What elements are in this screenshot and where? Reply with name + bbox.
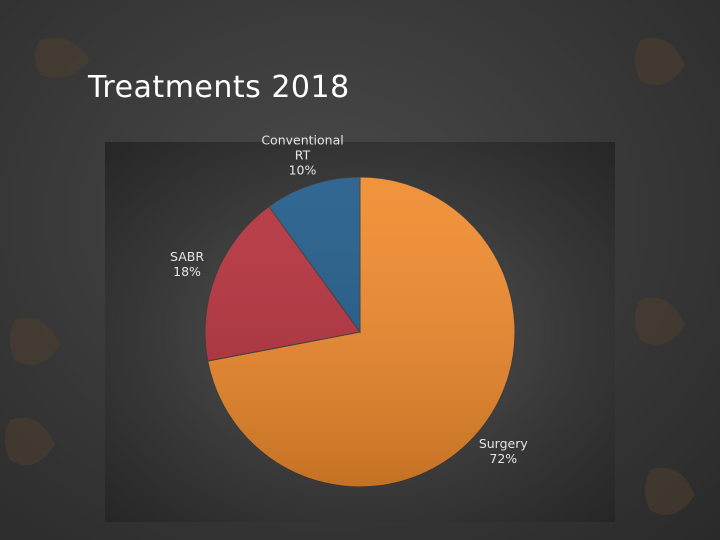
leaf — [35, 37, 90, 78]
leaf — [635, 297, 685, 345]
category-label: SABR — [170, 248, 205, 264]
chart-title: Treatments 2018 — [88, 70, 350, 105]
leaf — [645, 467, 695, 515]
category-label: Conventional RT — [261, 132, 344, 163]
data-label: Surgery 72% — [458, 436, 548, 466]
leaf — [10, 317, 60, 365]
category-label: Surgery — [478, 435, 528, 451]
leaf — [635, 37, 685, 85]
data-label: SABR 18% — [142, 249, 232, 279]
leaf — [5, 417, 55, 465]
value-label: 10% — [288, 162, 317, 178]
data-label: Conventional RT 10% — [258, 133, 348, 178]
value-label: 18% — [173, 263, 201, 279]
value-label: 72% — [489, 450, 518, 466]
